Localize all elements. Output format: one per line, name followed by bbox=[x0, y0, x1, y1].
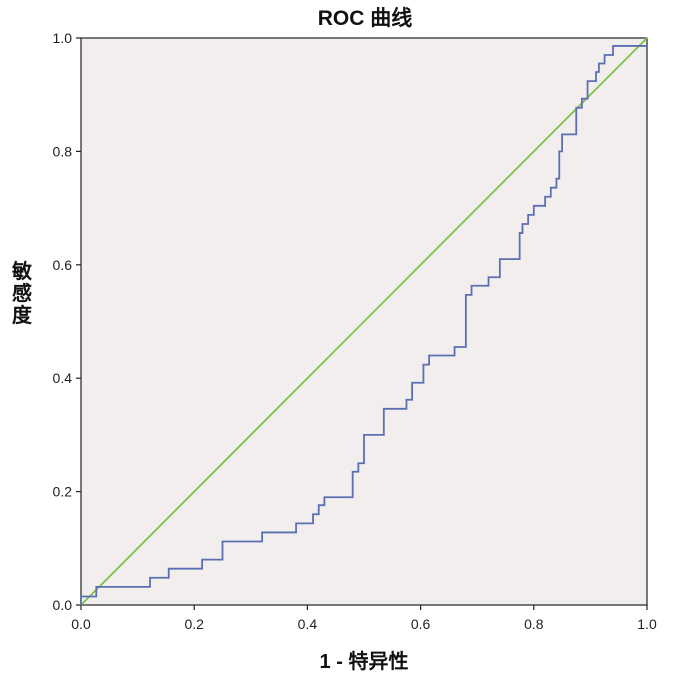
roc-curve-line bbox=[80, 45, 647, 605]
x-tick-label: 0.6 bbox=[411, 616, 431, 632]
x-tick-label: 1.0 bbox=[637, 616, 657, 632]
y-tick-label: 0.4 bbox=[53, 370, 73, 386]
y-tick-label: 0.0 bbox=[53, 597, 73, 613]
x-tick-label: 0.4 bbox=[298, 616, 318, 632]
y-tick-label: 0.8 bbox=[53, 143, 73, 159]
x-axis-label: 1 - 特异性 bbox=[320, 649, 409, 673]
x-tick-label: 0.2 bbox=[184, 616, 204, 632]
y-axis-label-group: 敏感度 bbox=[11, 259, 33, 327]
reference-diagonal-line bbox=[80, 37, 648, 606]
x-tick-label: 0.8 bbox=[524, 616, 544, 632]
x-tick-label: 0.0 bbox=[71, 616, 91, 632]
x-axis: 0.0 0.2 0.4 0.6 0.8 1.0 bbox=[71, 605, 657, 632]
y-tick-label: 1.0 bbox=[53, 30, 73, 46]
series-layer bbox=[80, 37, 648, 606]
y-axis: 0.0 0.2 0.4 0.6 0.8 1.0 bbox=[53, 30, 81, 613]
y-axis-label: 敏感度 bbox=[11, 259, 33, 327]
chart-title: ROC 曲线 bbox=[318, 6, 413, 30]
y-tick-label: 0.6 bbox=[53, 257, 73, 273]
y-tick-label: 0.2 bbox=[53, 484, 73, 500]
